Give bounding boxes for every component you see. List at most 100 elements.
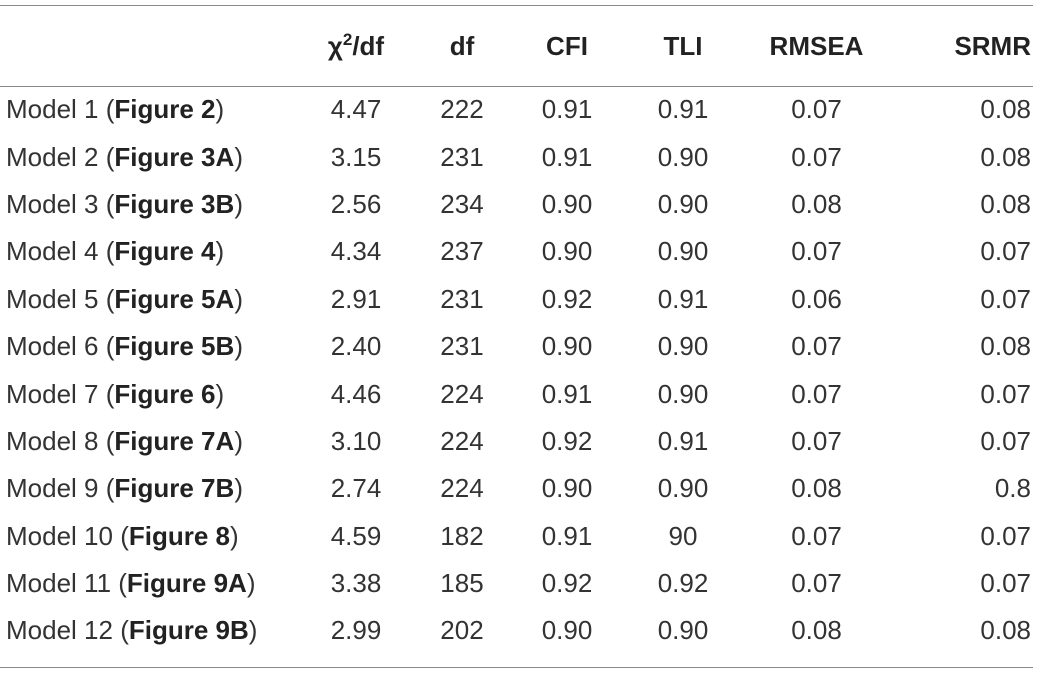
- model-cell: Model 8 (Figure 7A): [6, 425, 243, 456]
- srmr-cell: 0.07: [980, 236, 1031, 267]
- table-body: Model 1 (Figure 2) 4.47 222 0.91 0.91 0.07 0.0…: [0, 86, 1033, 655]
- srmr-cell: 0.08: [980, 141, 1031, 172]
- chi-cell: 3.38: [330, 568, 382, 599]
- srmr-cell: 0.08: [980, 188, 1031, 219]
- table-row: Model 6 (Figure 5B) 2.40 231 0.90 0.90 0.07 0.…: [0, 323, 1033, 370]
- df-cell: 224: [440, 473, 484, 504]
- model-name: Model 8: [6, 425, 99, 456]
- table-row: Model 8 (Figure 7A) 3.10 224 0.92 0.91 0.07 0.…: [0, 418, 1033, 465]
- table-bottom-rule: [0, 667, 1033, 668]
- cfi-cell: 0.90: [541, 188, 593, 219]
- header-chi-superscript: 2: [342, 29, 353, 49]
- header-srmr: SRMR: [954, 30, 1031, 61]
- figure-link[interactable]: Figure 5B: [114, 331, 235, 362]
- df-cell: 224: [440, 378, 484, 409]
- df-cell: 224: [440, 425, 484, 456]
- df-cell: 185: [440, 568, 484, 599]
- figure-link[interactable]: Figure 2: [114, 94, 216, 125]
- header-row: χ2/df df CFI TLI RMSEA SRMR: [0, 6, 1033, 86]
- header-rmsea: RMSEA: [769, 30, 864, 61]
- table-row: Model 1 (Figure 2) 4.47 222 0.91 0.91 0.07 0.0…: [0, 86, 1033, 133]
- model-name: Model 2: [6, 141, 99, 172]
- figure-link[interactable]: Figure 4: [114, 236, 216, 267]
- header-cfi: CFI: [546, 30, 588, 61]
- rmsea-cell: 0.08: [791, 473, 842, 504]
- chi-cell: 2.99: [330, 615, 382, 646]
- model-name: Model 7: [6, 378, 99, 409]
- figure-link[interactable]: Figure 8: [128, 520, 230, 551]
- table-row: Model 11 (Figure 9A) 3.38 185 0.92 0.92 0.07 0…: [0, 560, 1033, 607]
- chi-cell: 2.74: [330, 473, 382, 504]
- figure-link[interactable]: Figure 3A: [114, 141, 235, 172]
- cfi-cell: 0.91: [541, 141, 593, 172]
- model-name: Model 9: [6, 473, 99, 504]
- table-row: Model 2 (Figure 3A) 3.15 231 0.91 0.90 0.07 0.…: [0, 133, 1033, 180]
- table-row: Model 3 (Figure 3B) 2.56 234 0.90 0.90 0.08 0.…: [0, 181, 1033, 228]
- rmsea-cell: 0.07: [791, 378, 842, 409]
- srmr-cell: 0.08: [980, 615, 1031, 646]
- header-df: df: [449, 30, 475, 61]
- rmsea-cell: 0.07: [791, 425, 842, 456]
- df-cell: 234: [440, 188, 484, 219]
- rmsea-cell: 0.07: [791, 568, 842, 599]
- tli-cell: 0.91: [657, 425, 709, 456]
- model-cell: Model 9 (Figure 7B): [6, 473, 243, 504]
- figure-link[interactable]: Figure 3B: [114, 188, 235, 219]
- chi-cell: 3.10: [330, 425, 382, 456]
- rmsea-cell: 0.07: [791, 141, 842, 172]
- model-name: Model 11: [6, 568, 112, 599]
- srmr-cell: 0.08: [980, 331, 1031, 362]
- df-cell: 231: [440, 331, 484, 362]
- chi-cell: 4.46: [330, 378, 382, 409]
- tli-cell: 0.92: [657, 568, 709, 599]
- tli-cell: 0.90: [657, 141, 709, 172]
- srmr-cell: 0.07: [980, 520, 1031, 551]
- figure-link[interactable]: Figure 5A: [114, 283, 235, 314]
- model-name: Model 10: [6, 520, 113, 551]
- cfi-cell: 0.92: [541, 425, 593, 456]
- model-cell: Model 10 (Figure 8): [6, 520, 239, 551]
- srmr-cell: 0.8: [994, 473, 1031, 504]
- srmr-cell: 0.07: [980, 283, 1031, 314]
- table-row: Model 7 (Figure 6) 4.46 224 0.91 0.90 0.07 0.0…: [0, 370, 1033, 417]
- figure-link[interactable]: Figure 6: [114, 378, 216, 409]
- cfi-cell: 0.91: [541, 520, 593, 551]
- figure-link[interactable]: Figure 9A: [126, 568, 247, 599]
- table-row: Model 10 (Figure 8) 4.59 182 0.91 90 0.07 0.07: [0, 513, 1033, 560]
- figure-link[interactable]: Figure 9B: [128, 615, 249, 646]
- rmsea-cell: 0.06: [791, 283, 842, 314]
- model-cell: Model 4 (Figure 4): [6, 236, 225, 267]
- header-chi-rest: /df: [352, 30, 385, 61]
- table-top-rule: [0, 5, 1033, 6]
- tli-cell: 0.91: [657, 94, 709, 125]
- model-name: Model 5: [6, 283, 99, 314]
- cfi-cell: 0.92: [541, 283, 593, 314]
- model-cell: Model 1 (Figure 2): [6, 94, 225, 125]
- model-cell: Model 3 (Figure 3B): [6, 188, 243, 219]
- tli-cell: 0.90: [657, 615, 709, 646]
- chi-cell: 4.47: [330, 94, 382, 125]
- cfi-cell: 0.92: [541, 568, 593, 599]
- chi-cell: 3.15: [330, 141, 382, 172]
- srmr-cell: 0.07: [980, 378, 1031, 409]
- figure-link[interactable]: Figure 7A: [114, 425, 235, 456]
- srmr-cell: 0.07: [980, 425, 1031, 456]
- header-chi-symbol: χ: [327, 30, 343, 61]
- chi-cell: 4.59: [330, 520, 382, 551]
- model-cell: Model 7 (Figure 6): [6, 378, 225, 409]
- model-name: Model 6: [6, 331, 99, 362]
- tli-cell: 0.90: [657, 378, 709, 409]
- model-name: Model 4: [6, 236, 99, 267]
- table-row: Model 9 (Figure 7B) 2.74 224 0.90 0.90 0.08 0.…: [0, 465, 1033, 512]
- rmsea-cell: 0.07: [791, 94, 842, 125]
- figure-link[interactable]: Figure 7B: [114, 473, 235, 504]
- tli-cell: 0.90: [657, 236, 709, 267]
- cfi-cell: 0.90: [541, 615, 593, 646]
- df-cell: 182: [440, 520, 484, 551]
- model-name: Model 3: [6, 188, 99, 219]
- tli-cell: 0.91: [657, 283, 709, 314]
- rmsea-cell: 0.07: [791, 236, 842, 267]
- model-name: Model 1: [6, 94, 99, 125]
- cfi-cell: 0.90: [541, 236, 593, 267]
